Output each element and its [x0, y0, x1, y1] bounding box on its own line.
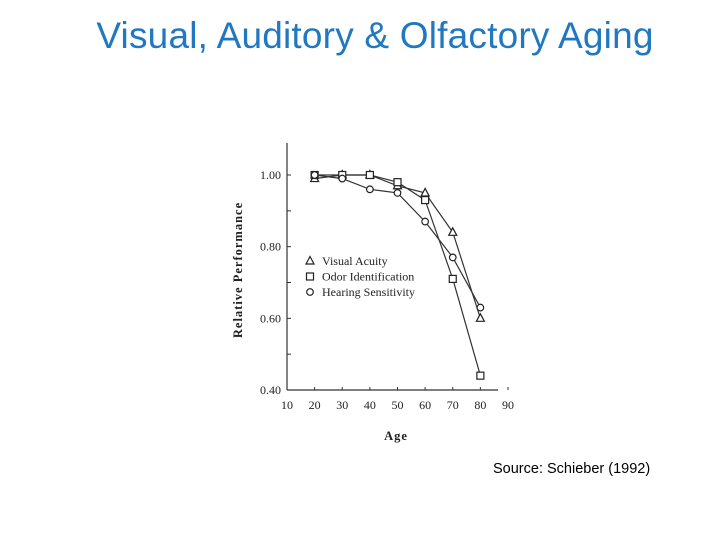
data-point-circle — [476, 303, 485, 312]
y-axis-label: Relative Performance — [231, 202, 245, 338]
data-point-circle — [393, 189, 402, 197]
data-point-circle — [365, 185, 374, 194]
data-point-circle — [421, 217, 430, 226]
data-point-triangle — [475, 312, 486, 322]
legend-marker-circle — [306, 288, 314, 296]
data-point-circle — [448, 253, 457, 262]
x-tick-label: 40 — [364, 398, 376, 412]
x-tick-label: 10 — [281, 398, 293, 412]
data-point-square — [421, 195, 430, 205]
data-point-triangle — [420, 187, 431, 197]
data-point-triangle — [447, 226, 458, 236]
data-point-square — [476, 371, 485, 380]
data-point-square — [365, 170, 374, 180]
x-tick-label: 50 — [392, 398, 404, 412]
legend-label: Odor Identification — [322, 270, 414, 284]
data-point-square — [448, 274, 457, 284]
y-tick-label: 0.80 — [260, 240, 281, 254]
legend-label: Hearing Sensitivity — [322, 285, 415, 299]
y-tick-label: 0.40 — [260, 383, 281, 397]
series-circle — [310, 171, 485, 312]
y-tick-label: 1.00 — [260, 168, 281, 182]
data-point-square — [393, 178, 402, 187]
x-tick-label: 20 — [309, 398, 321, 412]
y-tick-label: 0.60 — [260, 311, 281, 325]
x-axis-label: Age — [384, 429, 408, 443]
y-tick-labels: 0.40 0.60 0.80 1.00 — [260, 168, 281, 397]
data-point-circle — [338, 174, 347, 183]
legend: Visual Acuity Odor IdentificationHearing … — [305, 254, 415, 299]
series-layer — [309, 169, 486, 380]
data-point-circle — [310, 171, 319, 179]
x-tick-label: 30 — [336, 398, 348, 412]
chart-axes — [286, 143, 509, 391]
x-tick-label: 90 — [502, 398, 514, 412]
source-caption: Source: Schieber (1992) — [493, 461, 651, 477]
x-tick-label: 60 — [419, 398, 431, 412]
legend-marker-triangle — [305, 255, 315, 265]
x-tick-label: 80 — [474, 398, 486, 412]
legend-marker-square — [305, 272, 315, 281]
legend-label: Visual Acuity — [322, 254, 388, 268]
x-tick-label: 70 — [447, 398, 459, 412]
slide-title: Visual, Auditory & Olfactory Aging — [96, 15, 654, 56]
x-tick-labels: 10 20 30 40 50 60 70 80 90 — [281, 398, 514, 412]
